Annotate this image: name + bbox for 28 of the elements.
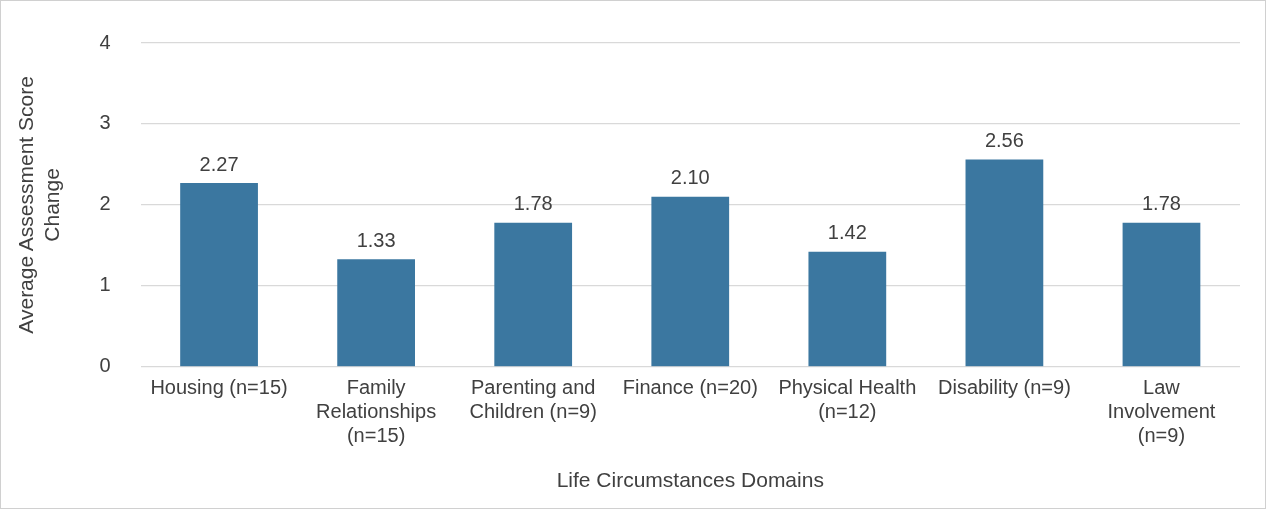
bar xyxy=(494,222,573,367)
x-tick-label: Finance (n=20) xyxy=(622,376,758,399)
x-tick-label: Housing (n=15) xyxy=(150,376,288,399)
data-label: 2.56 xyxy=(984,129,1024,152)
data-label: 1.78 xyxy=(1142,192,1181,215)
data-label: 2.10 xyxy=(670,166,710,189)
x-axis-title: Life Circumstances Domains xyxy=(556,468,824,492)
x-tick-label: Disability (n=9) xyxy=(937,376,1071,399)
x-tick-label: Law Involvement (n=9) xyxy=(1107,376,1216,447)
data-label: 2.27 xyxy=(199,152,239,175)
data-label: 1.33 xyxy=(356,228,396,251)
data-label: 1.78 xyxy=(513,192,553,215)
y-tick-label: 4 xyxy=(99,30,111,53)
y-tick-label: 0 xyxy=(99,354,111,377)
y-tick-label: 2 xyxy=(99,192,111,215)
data-label: 1.42 xyxy=(827,221,867,244)
bar xyxy=(1122,222,1201,367)
x-tick-label: Physical Health (n=12) xyxy=(778,376,917,423)
x-tick-label: Family Relationships (n=15) xyxy=(316,376,437,447)
bar xyxy=(808,251,887,367)
y-axis-title: Average Assessment Score Change xyxy=(14,76,63,334)
y-tick-label: 3 xyxy=(99,111,111,134)
x-tick-label: Parenting and Children (n=9) xyxy=(469,376,597,423)
y-tick-label: 1 xyxy=(99,273,111,296)
bar xyxy=(965,159,1044,367)
bar xyxy=(337,259,415,367)
bar xyxy=(180,183,258,367)
bar xyxy=(651,196,730,367)
